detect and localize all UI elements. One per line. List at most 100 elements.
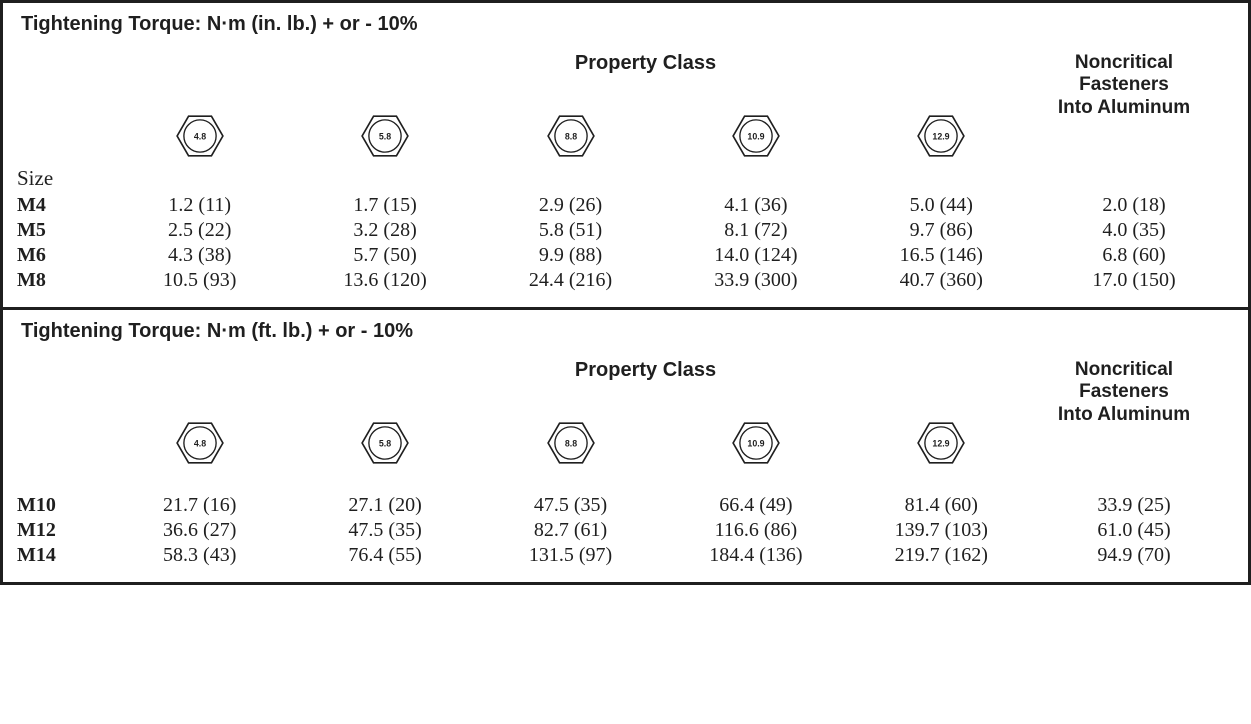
torque-cell: 9.9 (88) bbox=[478, 243, 663, 268]
svg-text:12.9: 12.9 bbox=[933, 132, 950, 142]
torque-cell: 5.8 (51) bbox=[478, 218, 663, 243]
torque-cell: 21.7 (16) bbox=[107, 493, 292, 518]
table-row: M1236.6 (27)47.5 (35)82.7 (61)116.6 (86)… bbox=[17, 518, 1234, 543]
aluminum-cell: 6.8 (60) bbox=[1034, 243, 1234, 268]
torque-cell: 66.4 (49) bbox=[663, 493, 848, 518]
header-area: Property Class Noncritical Fasteners Int… bbox=[17, 52, 1234, 162]
property-class-col-0: 4.8 bbox=[107, 110, 292, 162]
property-class-col-2: 8.8 bbox=[478, 417, 663, 469]
torque-cell: 47.5 (35) bbox=[478, 493, 663, 518]
size-cell: M5 bbox=[17, 218, 107, 243]
aluminum-cell: 17.0 (150) bbox=[1034, 268, 1234, 293]
torque-cell: 219.7 (162) bbox=[849, 543, 1034, 568]
torque-cell: 3.2 (28) bbox=[292, 218, 477, 243]
torque-cell: 24.4 (216) bbox=[478, 268, 663, 293]
svg-text:4.8: 4.8 bbox=[194, 132, 206, 142]
size-cell: M10 bbox=[17, 493, 107, 518]
torque-cell: 1.2 (11) bbox=[107, 193, 292, 218]
property-class-col-0: 4.8 bbox=[107, 417, 292, 469]
property-class-col-3: 10.9 bbox=[663, 110, 848, 162]
aluminum-cell: 2.0 (18) bbox=[1034, 193, 1234, 218]
hex-bolt-head-icon: 12.9 bbox=[915, 110, 967, 162]
svg-text:5.8: 5.8 bbox=[379, 439, 391, 449]
section-title: Tightening Torque: N·m (in. lb.) + or - … bbox=[21, 13, 1234, 36]
property-class-col-4: 12.9 bbox=[849, 417, 1034, 469]
torque-cell: 2.5 (22) bbox=[107, 218, 292, 243]
aluminum-cell: 94.9 (70) bbox=[1034, 543, 1234, 568]
property-class-col-1: 5.8 bbox=[292, 417, 477, 469]
aluminum-cell: 61.0 (45) bbox=[1034, 518, 1234, 543]
torque-table-1: M1021.7 (16)27.1 (20)47.5 (35)66.4 (49)8… bbox=[17, 493, 1234, 568]
property-class-col-4: 12.9 bbox=[849, 110, 1034, 162]
torque-cell: 47.5 (35) bbox=[292, 518, 477, 543]
svg-text:10.9: 10.9 bbox=[747, 132, 764, 142]
torque-cell: 5.0 (44) bbox=[849, 193, 1034, 218]
hex-bolt-head-icon: 10.9 bbox=[730, 417, 782, 469]
torque-cell: 2.9 (26) bbox=[478, 193, 663, 218]
torque-cell: 82.7 (61) bbox=[478, 518, 663, 543]
torque-cell: 13.6 (120) bbox=[292, 268, 477, 293]
svg-text:8.8: 8.8 bbox=[564, 439, 576, 449]
size-cell: M12 bbox=[17, 518, 107, 543]
torque-cell: 139.7 (103) bbox=[849, 518, 1034, 543]
hex-bolt-head-icon: 5.8 bbox=[359, 417, 411, 469]
table-row: M64.3 (38)5.7 (50)9.9 (88)14.0 (124)16.5… bbox=[17, 243, 1234, 268]
table-row: M1021.7 (16)27.1 (20)47.5 (35)66.4 (49)8… bbox=[17, 493, 1234, 518]
torque-cell: 1.7 (15) bbox=[292, 193, 477, 218]
torque-cell: 36.6 (27) bbox=[107, 518, 292, 543]
aluminum-cell: 33.9 (25) bbox=[1034, 493, 1234, 518]
svg-text:12.9: 12.9 bbox=[933, 439, 950, 449]
table-row: M1458.3 (43)76.4 (55)131.5 (97)184.4 (13… bbox=[17, 543, 1234, 568]
hex-bolt-head-icon: 5.8 bbox=[359, 110, 411, 162]
noncritical-l1: Noncritical bbox=[1075, 52, 1173, 73]
property-class-col-1: 5.8 bbox=[292, 110, 477, 162]
torque-cell: 16.5 (146) bbox=[849, 243, 1034, 268]
noncritical-l2: Fasteners bbox=[1079, 381, 1169, 402]
torque-cell: 8.1 (72) bbox=[663, 218, 848, 243]
torque-cell: 40.7 (360) bbox=[849, 268, 1034, 293]
size-col-spacer bbox=[17, 417, 107, 469]
aluminum-cell: 4.0 (35) bbox=[1034, 218, 1234, 243]
noncritical-l1: Noncritical bbox=[1075, 359, 1173, 380]
hex-bolt-head-icon: 4.8 bbox=[174, 110, 226, 162]
size-cell: M6 bbox=[17, 243, 107, 268]
torque-cell: 27.1 (20) bbox=[292, 493, 477, 518]
torque-cell: 81.4 (60) bbox=[849, 493, 1034, 518]
torque-cell: 184.4 (136) bbox=[663, 543, 848, 568]
torque-cell: 5.7 (50) bbox=[292, 243, 477, 268]
size-cell: M8 bbox=[17, 268, 107, 293]
svg-text:5.8: 5.8 bbox=[379, 132, 391, 142]
property-class-col-3: 10.9 bbox=[663, 417, 848, 469]
aluminum-col-spacer bbox=[1034, 110, 1234, 162]
torque-cell: 33.9 (300) bbox=[663, 268, 848, 293]
torque-cell: 4.1 (36) bbox=[663, 193, 848, 218]
hex-bolt-head-icon: 4.8 bbox=[174, 417, 226, 469]
hex-bolt-head-icon: 8.8 bbox=[545, 110, 597, 162]
hex-bolt-head-icon: 10.9 bbox=[730, 110, 782, 162]
svg-text:4.8: 4.8 bbox=[194, 439, 206, 449]
size-col-spacer bbox=[17, 110, 107, 162]
hex-bolt-head-icon: 8.8 bbox=[545, 417, 597, 469]
hex-header-row: 4.8 5.8 8.8 10.9 12.9 bbox=[17, 110, 1234, 162]
hex-header-row: 4.8 5.8 8.8 10.9 12.9 bbox=[17, 417, 1234, 469]
property-class-col-2: 8.8 bbox=[478, 110, 663, 162]
size-cell: M4 bbox=[17, 193, 107, 218]
torque-chart-page: Tightening Torque: N·m (in. lb.) + or - … bbox=[0, 0, 1251, 585]
torque-section-0: Tightening Torque: N·m (in. lb.) + or - … bbox=[3, 3, 1248, 307]
torque-cell: 58.3 (43) bbox=[107, 543, 292, 568]
torque-cell: 10.5 (93) bbox=[107, 268, 292, 293]
section-title: Tightening Torque: N·m (ft. lb.) + or - … bbox=[21, 320, 1234, 343]
svg-text:10.9: 10.9 bbox=[747, 439, 764, 449]
hex-bolt-head-icon: 12.9 bbox=[915, 417, 967, 469]
aluminum-col-spacer bbox=[1034, 417, 1234, 469]
size-column-label: Size bbox=[17, 166, 1234, 191]
header-area: Property Class Noncritical Fasteners Int… bbox=[17, 359, 1234, 469]
torque-cell: 116.6 (86) bbox=[663, 518, 848, 543]
torque-section-1: Tightening Torque: N·m (ft. lb.) + or - … bbox=[3, 307, 1248, 582]
svg-text:8.8: 8.8 bbox=[564, 132, 576, 142]
size-cell: M14 bbox=[17, 543, 107, 568]
torque-table-0: M41.2 (11)1.7 (15)2.9 (26)4.1 (36)5.0 (4… bbox=[17, 193, 1234, 293]
table-row: M52.5 (22)3.2 (28)5.8 (51)8.1 (72)9.7 (8… bbox=[17, 218, 1234, 243]
noncritical-l2: Fasteners bbox=[1079, 74, 1169, 95]
torque-cell: 76.4 (55) bbox=[292, 543, 477, 568]
